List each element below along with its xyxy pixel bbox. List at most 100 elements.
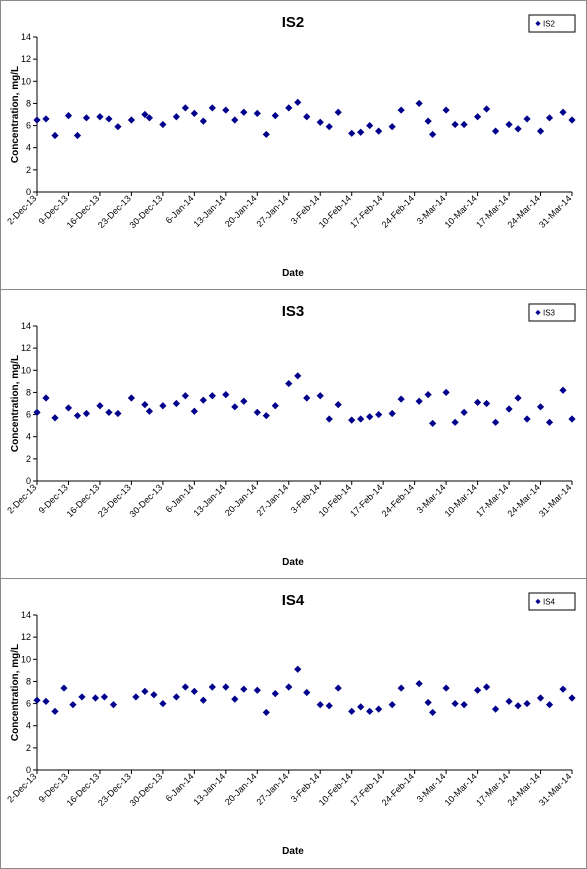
x-tick-label: 23-Dec-13 — [96, 771, 133, 808]
x-tick-label: 24-Feb-14 — [380, 482, 416, 518]
x-tick-label: 31-Mar-14 — [537, 771, 573, 807]
data-point — [51, 707, 59, 715]
data-point — [397, 684, 405, 692]
x-axis-title: Date — [282, 846, 304, 857]
data-point — [181, 104, 189, 112]
data-point — [51, 414, 59, 422]
data-point — [473, 398, 482, 406]
data-point — [348, 129, 356, 137]
data-point — [199, 117, 207, 125]
data-point — [442, 684, 450, 692]
legend-box — [528, 592, 576, 611]
data-point — [491, 127, 500, 135]
y-tick-label: 4 — [26, 143, 31, 153]
data-point — [69, 701, 77, 709]
x-tick-label: 20-Jan-14 — [223, 771, 259, 807]
y-tick-label: 6 — [26, 699, 31, 709]
data-point — [60, 684, 68, 692]
data-point — [424, 117, 432, 125]
data-point — [375, 410, 383, 419]
data-point — [114, 123, 122, 131]
data-point — [271, 690, 279, 698]
data-point — [415, 397, 423, 405]
x-tick-label: 30-Dec-13 — [128, 771, 165, 808]
data-point — [559, 108, 567, 116]
data-point — [159, 699, 167, 708]
data-point — [429, 130, 437, 139]
x-tick-label: 2-Dec-13 — [5, 482, 38, 515]
data-point — [316, 701, 324, 709]
data-point — [190, 407, 198, 415]
data-point — [253, 109, 261, 117]
chart-is2: IS2024681012142-Dec-139-Dec-1316-Dec-132… — [5, 14, 576, 279]
x-tick-label: 10-Feb-14 — [317, 482, 353, 518]
x-tick-label: 17-Mar-14 — [474, 771, 510, 807]
data-point — [294, 98, 302, 106]
chart-title: IS4 — [282, 592, 305, 609]
data-point — [482, 683, 491, 691]
data-point — [568, 116, 576, 124]
data-point — [366, 707, 374, 715]
data-point — [536, 403, 545, 411]
data-point — [73, 131, 82, 140]
y-tick-label: 2 — [26, 165, 31, 175]
x-tick-label: 10-Feb-14 — [317, 771, 353, 807]
data-point — [325, 415, 333, 423]
data-point — [96, 113, 104, 121]
data-point — [316, 118, 324, 126]
data-point — [505, 120, 513, 129]
data-point — [262, 412, 270, 420]
x-tick-label: 17-Mar-14 — [474, 193, 510, 229]
data-point — [105, 408, 113, 416]
data-point — [78, 693, 86, 701]
y-tick-label: 10 — [21, 76, 31, 86]
legend-marker-icon — [535, 598, 541, 605]
data-point — [64, 112, 73, 120]
data-point — [429, 419, 437, 428]
data-point — [208, 104, 216, 112]
y-tick-label: 10 — [21, 365, 31, 375]
chart-title: IS2 — [282, 14, 305, 31]
legend-label: IS2 — [543, 20, 556, 29]
data-point — [231, 116, 239, 124]
data-point — [303, 113, 311, 121]
data-point — [442, 106, 450, 114]
data-point — [42, 115, 50, 123]
y-tick-label: 0 — [26, 765, 31, 775]
data-point — [482, 105, 491, 113]
data-point — [141, 110, 149, 119]
x-tick-label: 16-Dec-13 — [65, 771, 102, 808]
data-point — [199, 396, 207, 404]
data-point — [127, 116, 136, 124]
data-point — [568, 415, 576, 423]
data-point — [159, 120, 167, 129]
data-point — [240, 685, 248, 693]
chart-title: IS3 — [282, 303, 305, 320]
data-point — [105, 115, 113, 123]
data-point — [303, 688, 311, 697]
data-point — [294, 372, 302, 380]
x-tick-label: 17-Feb-14 — [348, 771, 384, 807]
data-point — [451, 418, 459, 426]
data-point — [523, 699, 531, 708]
x-tick-label: 6-Jan-14 — [164, 193, 196, 225]
y-tick-label: 4 — [26, 721, 31, 731]
y-tick-label: 14 — [21, 321, 31, 331]
data-point — [460, 701, 468, 709]
y-tick-label: 12 — [21, 54, 31, 64]
y-tick-label: 14 — [21, 32, 31, 42]
data-point — [523, 115, 531, 123]
data-point — [514, 125, 522, 133]
data-point — [505, 697, 513, 705]
data-point — [473, 686, 482, 694]
data-point — [545, 114, 554, 122]
data-point — [536, 127, 545, 135]
y-tick-label: 8 — [26, 98, 31, 108]
y-tick-label: 6 — [26, 121, 31, 131]
data-point — [96, 402, 104, 410]
legend-marker-icon — [535, 309, 541, 316]
y-tick-label: 6 — [26, 410, 31, 420]
data-point — [397, 395, 405, 403]
data-point — [190, 109, 198, 117]
y-tick-label: 2 — [26, 743, 31, 753]
